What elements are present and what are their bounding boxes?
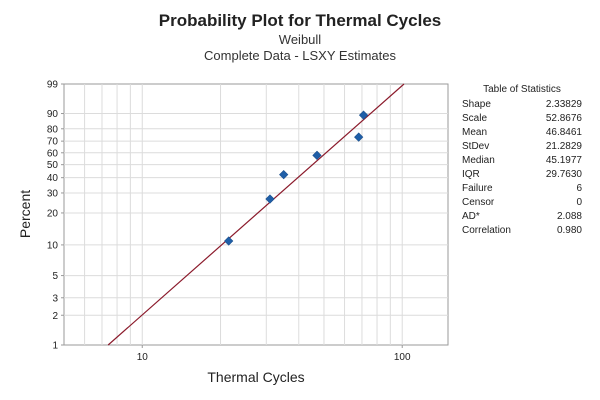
stat-row-stdev: StDev 21.2829 — [462, 140, 582, 154]
y-tick-label: 99 — [47, 80, 59, 91]
fit-line — [107, 83, 405, 346]
stat-value: 45.1977 — [545, 155, 582, 166]
data-point — [279, 170, 289, 180]
stat-label: Failure — [462, 183, 493, 194]
y-tick-label: 80 — [47, 124, 59, 135]
stat-value: 0.980 — [556, 225, 582, 236]
y-tick-label: 70 — [47, 137, 59, 148]
data-point — [358, 110, 369, 120]
stat-row-censor: Censor 0 — [462, 196, 582, 210]
stat-value: 6 — [576, 183, 582, 194]
statistics-rows: Shape 2.33829 Scale 52.8676 Mean 46.8461 St… — [462, 98, 582, 238]
stat-label: Median — [462, 155, 495, 166]
stat-label: AD* — [462, 211, 480, 222]
stat-row-median: Median 45.1977 — [462, 154, 582, 168]
data-point — [224, 236, 234, 246]
y-tick-label: 20 — [47, 208, 59, 219]
y-tick-label: 30 — [47, 188, 59, 199]
y-tick-label: 1 — [52, 341, 58, 352]
chart-subtitle-distribution: Weibull — [278, 32, 322, 47]
stat-value: 0 — [576, 197, 582, 208]
y-tick-label: 2 — [52, 311, 58, 322]
stat-value: 52.8676 — [545, 113, 582, 124]
stat-row-correlation: Correlation 0.980 — [462, 224, 582, 238]
data-point — [265, 194, 275, 204]
data-points — [224, 110, 369, 246]
x-tick-label: 100 — [394, 352, 411, 363]
fit-line-group — [107, 83, 405, 346]
statistics-table: Table of Statistics Shape 2.33829 Scale 52… — [462, 84, 582, 238]
stat-label: Mean — [462, 127, 488, 138]
y-tick-label: 50 — [47, 160, 59, 171]
stat-row-ad: AD* 2.088 — [462, 210, 582, 224]
chart-subtitle-method: Complete Data - LSXY Estimates — [204, 48, 396, 63]
x-tick-label: 10 — [137, 352, 149, 363]
stat-label: Correlation — [462, 225, 511, 236]
stat-label: StDev — [462, 141, 490, 152]
stat-row-scale: Scale 52.8676 — [462, 112, 582, 126]
data-point — [312, 150, 322, 160]
y-tick-label: 3 — [52, 293, 58, 304]
stat-row-mean: Mean 46.8461 — [462, 126, 582, 140]
stat-label: Scale — [462, 113, 488, 124]
statistics-table-title: Table of Statistics — [483, 84, 561, 95]
stat-label: Shape — [462, 99, 491, 110]
x-axis-label: Thermal Cycles — [207, 369, 304, 385]
y-tick-label: 90 — [47, 109, 59, 120]
stat-row-shape: Shape 2.33829 — [462, 98, 582, 112]
y-tick-label: 10 — [47, 240, 59, 251]
y-axis-label: Percent — [17, 190, 33, 238]
data-point — [354, 132, 364, 142]
chart-titles: Probability Plot for Thermal Cycles Weib… — [0, 10, 600, 64]
stat-value: 21.2829 — [545, 141, 582, 152]
y-tick-label: 40 — [47, 173, 59, 184]
stat-value: 2.088 — [556, 211, 582, 222]
stat-row-iqr: IQR 29.7630 — [462, 168, 582, 182]
grid-lines — [64, 84, 448, 345]
stat-row-failure: Failure 6 — [462, 182, 582, 196]
stat-label: Censor — [462, 197, 495, 208]
stat-label: IQR — [462, 169, 480, 180]
stat-value: 46.8461 — [545, 127, 582, 138]
stat-value: 2.33829 — [545, 99, 582, 110]
y-tick-label: 5 — [52, 271, 58, 282]
y-tick-label: 60 — [47, 148, 59, 159]
stat-value: 29.7630 — [545, 169, 582, 180]
chart-title: Probability Plot for Thermal Cycles — [158, 11, 442, 30]
